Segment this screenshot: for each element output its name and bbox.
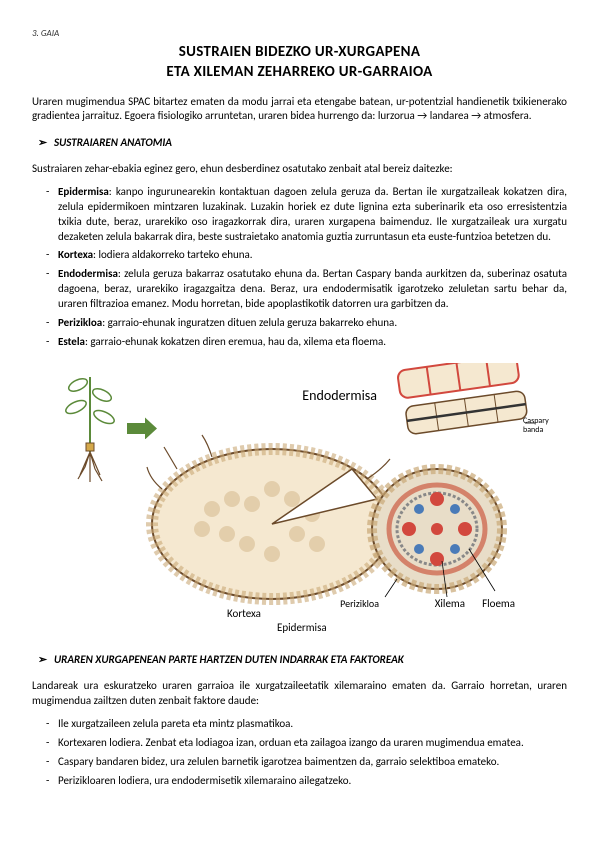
def-text: : lodiera aldakorreko tarteko ehuna. bbox=[93, 248, 253, 261]
term: Estela bbox=[58, 335, 85, 348]
label-caspary: Caspary banda bbox=[523, 417, 563, 435]
term: Epidermisa bbox=[58, 185, 109, 198]
cross-section-diagram bbox=[142, 429, 402, 614]
section-heading-forces: URAREN XURGAPENEAN PARTE HARTZEN DUTEN I… bbox=[54, 653, 567, 668]
list-item: Kortexaren lodiera. Zenbat eta lodiagoa … bbox=[32, 736, 567, 751]
term: Endodermisa bbox=[58, 267, 118, 280]
label-periziklo: Perizikloa bbox=[340, 597, 379, 611]
list-item: Estela: garraio-ehunak kokatzen diren er… bbox=[32, 335, 567, 350]
label-epidermisa: Epidermisa bbox=[277, 621, 327, 636]
list-item: Perizikloaren lodiera, ura endodermiseti… bbox=[32, 774, 567, 789]
plant-icon bbox=[50, 367, 130, 487]
section2-intro: Landareak ura eskuratzeko uraren garraio… bbox=[32, 679, 567, 709]
def-text: : zelula geruza bakarraz osatutako ehuna… bbox=[58, 267, 567, 310]
term: Perizikloa bbox=[58, 316, 102, 329]
list-item: Caspary bandaren bidez, ura zelulen barn… bbox=[32, 755, 567, 770]
label-endodermisa: Endodermisa bbox=[302, 387, 377, 406]
page-title-2: ETA XILEMAN ZEHARREKO UR-GARRAIOA bbox=[32, 62, 567, 82]
stele-detail bbox=[367, 459, 517, 599]
label-floema: Floema bbox=[482, 597, 515, 612]
list-item: Perizikloa: garraio-ehunak inguratzen di… bbox=[32, 316, 567, 331]
def-text: : kanpo ingurunearekin kontaktuan dagoen… bbox=[58, 185, 567, 243]
page-title-1: SUSTRAIEN BIDEZKO UR-XURGAPENA bbox=[32, 42, 567, 62]
definition-list-1: Epidermisa: kanpo ingurunearekin kontakt… bbox=[32, 185, 567, 349]
list-item: Epidermisa: kanpo ingurunearekin kontakt… bbox=[32, 185, 567, 244]
root-anatomy-diagram: Endodermisa Caspary banda Perizikloa Kor… bbox=[32, 359, 567, 639]
def-text: : garraio-ehunak kokatzen diren eremua, … bbox=[85, 335, 386, 348]
list-item: Endodermisa: zelula geruza bakarraz osat… bbox=[32, 267, 567, 312]
list-item: Ile xurgatzaileen zelula pareta eta mint… bbox=[32, 717, 567, 732]
chapter-label: 3. GAIA bbox=[32, 28, 567, 40]
term: Kortexa bbox=[58, 248, 93, 261]
def-text: : garraio-ehunak inguratzen dituen zelul… bbox=[102, 316, 397, 329]
section1-intro: Sustraiaren zehar-ebakia eginez gero, eh… bbox=[32, 162, 567, 177]
definition-list-2: Ile xurgatzaileen zelula pareta eta mint… bbox=[32, 717, 567, 788]
section-heading-anatomy: SUSTRAIAREN ANATOMIA bbox=[54, 136, 567, 151]
list-item: Kortexa: lodiera aldakorreko tarteko ehu… bbox=[32, 248, 567, 263]
intro-text: Uraren mugimendua SPAC bitartez ematen d… bbox=[32, 95, 567, 125]
label-xilema: Xilema bbox=[435, 597, 465, 612]
label-kortexa: Kortexa bbox=[227, 607, 261, 622]
endodermis-detail bbox=[387, 363, 537, 453]
